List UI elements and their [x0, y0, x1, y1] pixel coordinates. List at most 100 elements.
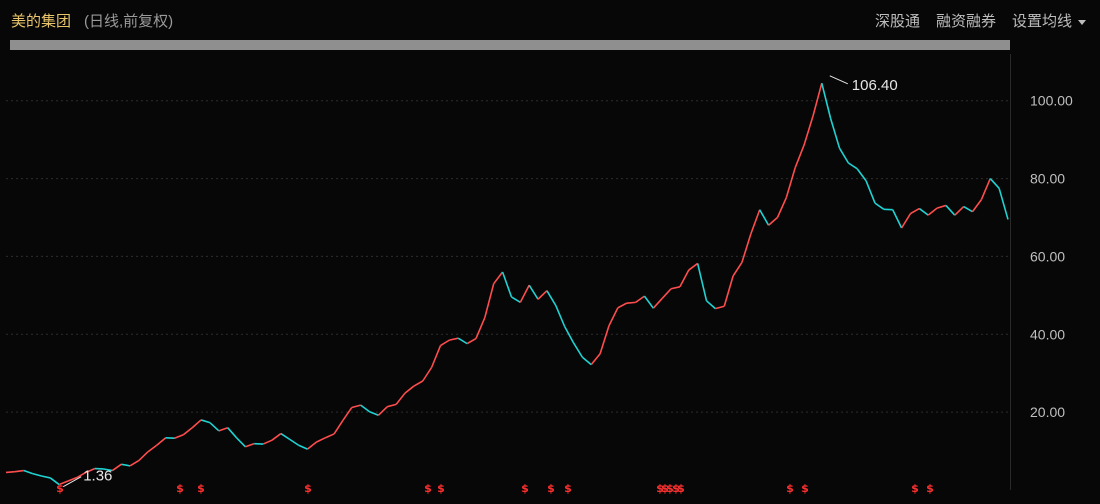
price-segment: [280, 432, 291, 441]
price-segment: [980, 178, 992, 200]
price-segment: [794, 144, 805, 168]
price-segment: [387, 403, 397, 408]
price-segment: [679, 269, 690, 288]
price-segment: [218, 426, 228, 432]
price-segment: [821, 83, 832, 119]
price-segment: [404, 385, 415, 394]
price-segment: [76, 471, 87, 479]
price-segment: [918, 207, 929, 216]
price-segment: [369, 411, 379, 417]
event-marker: $: [656, 482, 664, 495]
price-segment: [298, 444, 308, 450]
price-segment: [511, 296, 521, 304]
price-segment: [643, 295, 654, 309]
price-segment: [457, 337, 468, 345]
event-marker: $: [521, 482, 529, 495]
price-segment: [449, 337, 459, 341]
price-segment: [484, 283, 495, 318]
price-segment: [32, 472, 42, 477]
price-segment: [67, 476, 78, 482]
price-segment: [626, 301, 636, 304]
price-segment: [342, 407, 353, 421]
price-segment: [555, 305, 566, 327]
price-segment: [121, 463, 131, 467]
price-segment: [58, 480, 69, 486]
chart-header: 美的集团 (日线,前复权) 深股通 融资融券 设置均线: [0, 0, 1100, 38]
price-segment: [85, 467, 95, 474]
price-segment: [475, 317, 486, 339]
price-segment: [776, 197, 788, 218]
price-segment: [910, 207, 920, 215]
price-segment: [785, 167, 796, 198]
price-segment: [892, 209, 903, 229]
indicator-strip-bar: [10, 40, 1010, 50]
price-segment: [103, 468, 113, 472]
price-segment: [617, 302, 628, 309]
price-segment: [377, 406, 388, 416]
y-tick-label: 100.00: [1030, 93, 1073, 109]
price-segment: [422, 366, 433, 382]
price-segment: [333, 419, 344, 435]
event-marker: $: [786, 482, 794, 495]
y-tick-label: 80.00: [1030, 171, 1065, 187]
event-marker: $: [564, 482, 572, 495]
event-marker: $: [672, 482, 680, 495]
price-segment: [413, 380, 424, 387]
price-segment: [750, 209, 761, 235]
price-segment: [537, 290, 548, 300]
price-segment: [501, 271, 513, 298]
event-marker: $: [197, 482, 205, 495]
ma-settings-dropdown[interactable]: 设置均线: [1012, 10, 1086, 31]
price-segment: [971, 199, 983, 213]
low-price-label: 1.36: [83, 468, 112, 485]
stock-name[interactable]: 美的集团: [11, 13, 72, 30]
price-segment: [5, 470, 15, 474]
price-segment: [829, 118, 841, 149]
price-segment: [723, 275, 734, 307]
event-marker: $: [926, 482, 934, 495]
price-segment: [572, 342, 584, 358]
price-segment: [652, 297, 663, 309]
event-marker: $: [677, 482, 685, 495]
price-segment: [705, 300, 716, 310]
price-segment: [209, 422, 220, 432]
price-segment: [156, 437, 167, 446]
price-segment: [661, 288, 672, 300]
price-segment: [581, 356, 592, 366]
price-segment: [129, 459, 140, 467]
price-segment: [289, 438, 300, 446]
price-segment: [466, 337, 477, 345]
price-segment: [874, 202, 885, 210]
price-segment: [688, 262, 699, 271]
price-segment: [49, 477, 60, 486]
price-segment: [768, 216, 778, 226]
price-segment: [324, 433, 335, 439]
price-segment: [271, 432, 282, 441]
price-segment: [262, 439, 273, 445]
price-segment: [599, 325, 610, 354]
event-marker: $: [56, 482, 64, 495]
price-segment: [147, 444, 158, 453]
margin-trading-button[interactable]: 融资融券: [935, 13, 996, 30]
price-segment: [954, 206, 965, 216]
period-adjust-label[interactable]: (日线,前复权): [84, 13, 174, 30]
price-segment: [23, 469, 33, 475]
price-segment: [360, 404, 371, 413]
price-segment: [200, 419, 211, 424]
chart-toolbar: 深股通 融资融券 设置均线: [875, 10, 1086, 31]
price-segment: [989, 178, 1000, 189]
event-marker: $: [424, 482, 432, 495]
stock-connect-button[interactable]: 深股通: [874, 13, 920, 30]
indicator-strip: [10, 40, 1010, 50]
price-segment: [316, 437, 326, 443]
price-segment: [351, 404, 361, 409]
price-segment: [865, 180, 876, 204]
price-segment: [235, 437, 246, 448]
price-segment: [998, 188, 1009, 220]
price-segment: [245, 442, 255, 448]
price-segment: [963, 205, 973, 213]
price-segment: [111, 463, 122, 472]
price-segment: [715, 305, 725, 310]
price-segment: [191, 419, 202, 429]
